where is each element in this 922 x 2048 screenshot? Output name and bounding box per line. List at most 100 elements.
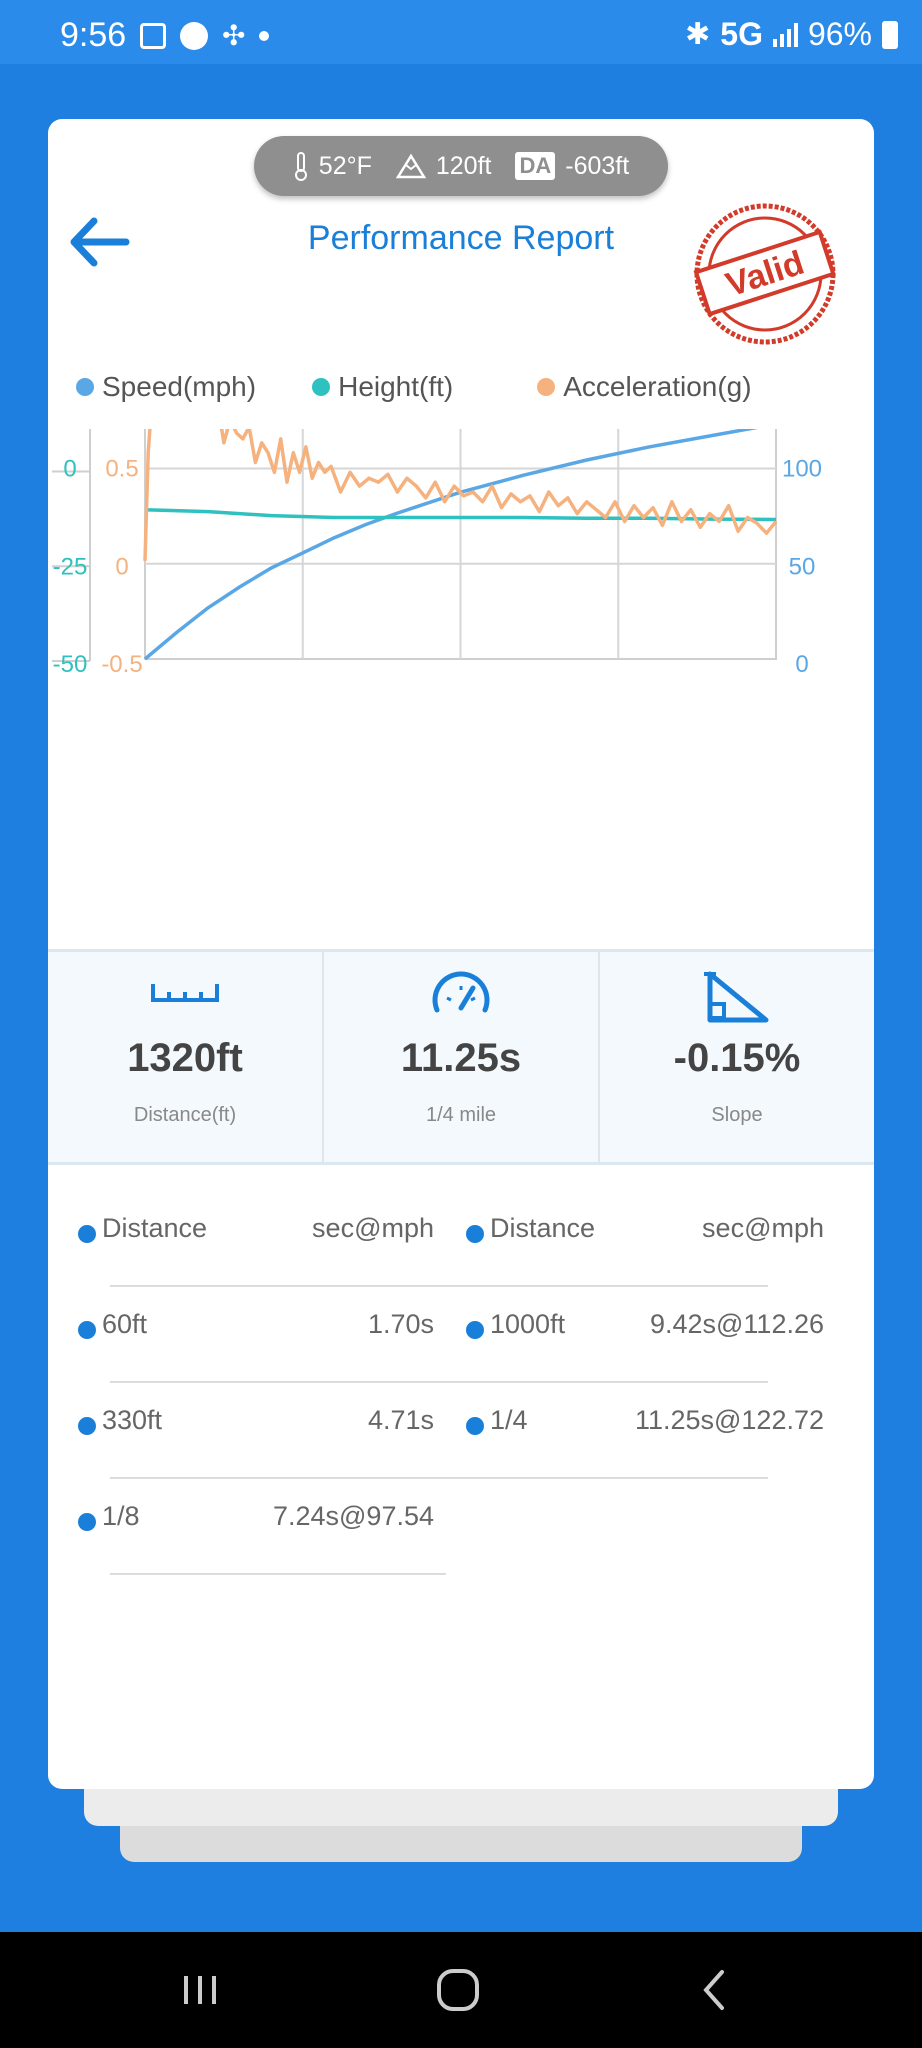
speedometer-icon — [432, 971, 490, 1013]
temperature-value: 52°F — [318, 151, 372, 180]
distance-value: 1320ft — [127, 1036, 243, 1080]
quarter-mile-label: 1/4 mile — [425, 1104, 497, 1126]
stat-slope: -0.15% Slope — [598, 952, 874, 1162]
battery-percent: 96% — [807, 16, 872, 52]
split-dot — [466, 1321, 484, 1339]
split-label: 1000ft — [490, 1309, 566, 1339]
split-row: 1/4 11.25s@122.72 — [418, 1381, 824, 1479]
da-icon: DA — [515, 152, 556, 180]
height-tick-label: -25 — [53, 553, 88, 580]
speed-tick-label: 100 — [782, 456, 822, 483]
legend-acceleration: Acceleration(g) — [537, 371, 752, 403]
height-tick-label: 0 — [63, 456, 76, 483]
divider — [418, 1285, 768, 1287]
split-dot — [78, 1225, 96, 1243]
divider — [418, 1477, 768, 1479]
acceleration-tick-label: -0.5 — [101, 651, 142, 678]
distance-label: Distance(ft) — [133, 1104, 237, 1126]
speed-tick-label: 0 — [795, 651, 808, 678]
navigation-bar — [0, 1932, 922, 2048]
stat-quarter-mile: 11.25s 1/4 mile — [322, 952, 598, 1162]
drone-icon: ✣ — [222, 20, 246, 51]
split-value: 11.25s@122.72 — [634, 1405, 824, 1435]
report-card: 52°F 120ft DA -603ft Performance Report … — [48, 119, 874, 1789]
height-series-line — [144, 507, 777, 522]
network-type: 5G — [720, 16, 763, 52]
split-row: Distance sec@mph — [78, 1189, 446, 1287]
height-tick-label: -50 — [53, 651, 88, 678]
split-header-label: Distance — [102, 1213, 208, 1243]
split-value: 7.24s@97.54 — [272, 1501, 434, 1531]
page-title: Performance Report — [307, 219, 615, 257]
legend-height: Height(ft) — [312, 371, 453, 403]
split-row: 1000ft 9.42s@112.26 — [418, 1285, 824, 1383]
density-altitude-value: -603ft — [565, 151, 630, 180]
status-bar: 9:56 ✣ ✱ 5G 96% — [0, 0, 922, 64]
split-row: 60ft 1.70s — [78, 1285, 446, 1383]
recent-apps-button[interactable] — [170, 1962, 230, 2018]
mountain-icon — [395, 153, 426, 179]
app-icon — [180, 22, 208, 50]
gallery-icon — [140, 23, 166, 49]
more-notifications-icon — [259, 31, 270, 41]
signal-icon — [772, 22, 798, 47]
divider — [110, 1477, 446, 1479]
split-dot — [466, 1225, 484, 1243]
legend-height-dot — [312, 378, 331, 396]
status-time: 9:56 — [60, 16, 127, 54]
split-dot — [466, 1417, 484, 1435]
speed-series-line — [143, 429, 759, 661]
legend-acceleration-label: Acceleration(g) — [563, 371, 752, 402]
split-value: 4.71s — [367, 1405, 434, 1435]
divider — [110, 1285, 446, 1287]
split-label: 1/8 — [102, 1501, 140, 1531]
split-column-left: Distance sec@mph 60ft 1.70s 330ft 4.71s 1/8… — [78, 1189, 446, 1575]
acceleration-series-line — [143, 429, 778, 561]
split-header-value: sec@mph — [312, 1213, 434, 1243]
back-button[interactable] — [686, 1962, 746, 2018]
valid-stamp: Valid — [693, 203, 836, 345]
acceleration-tick-label: 0 — [115, 553, 128, 580]
split-value: 1.70s — [367, 1309, 434, 1339]
split-value: 9.42s@112.26 — [649, 1309, 824, 1339]
bluetooth-icon: ✱ — [685, 18, 711, 51]
chart-legend: Speed(mph) Height(ft) Acceleration(g) — [76, 371, 752, 403]
split-row: 1/8 7.24s@97.54 — [78, 1477, 446, 1575]
back-arrow-icon[interactable] — [64, 209, 136, 275]
ruler-icon — [151, 984, 219, 1002]
quarter-mile-value: 11.25s — [400, 1036, 522, 1080]
legend-speed-label: Speed(mph) — [102, 371, 257, 402]
home-button[interactable] — [428, 1962, 488, 2018]
split-dot — [78, 1321, 96, 1339]
split-row: Distance sec@mph — [418, 1189, 824, 1287]
stats-panel: 1320ft Distance(ft) 11.25s 1/4 mile -0.1… — [48, 949, 874, 1165]
split-header-label: Distance — [490, 1213, 596, 1243]
stat-distance: 1320ft Distance(ft) — [48, 952, 322, 1162]
split-dot — [78, 1513, 96, 1531]
speed-tick-label: 50 — [789, 553, 816, 580]
split-label: 330ft — [102, 1405, 163, 1435]
divider — [110, 1381, 446, 1383]
split-label: 60ft — [102, 1309, 148, 1339]
altitude-value: 120ft — [435, 151, 492, 180]
split-header-value: sec@mph — [702, 1213, 824, 1243]
battery-icon — [882, 20, 898, 49]
slope-icon — [704, 971, 769, 1023]
environment-pill: 52°F 120ft DA -603ft — [254, 136, 668, 196]
slope-value: -0.15% — [673, 1036, 801, 1080]
thermometer-icon — [294, 152, 307, 181]
split-row: 330ft 4.71s — [78, 1381, 446, 1479]
legend-speed: Speed(mph) — [76, 371, 256, 403]
divider — [418, 1381, 768, 1383]
legend-acceleration-dot — [537, 378, 556, 396]
split-dot — [78, 1417, 96, 1435]
split-column-right: Distance sec@mph 1000ft 9.42s@112.26 1/4 11… — [418, 1189, 824, 1479]
split-label: 1/4 — [490, 1405, 528, 1435]
acceleration-tick-label: 0.5 — [105, 456, 138, 483]
legend-speed-dot — [76, 378, 94, 396]
slope-label: Slope — [711, 1104, 763, 1126]
notification-icons: ✣ — [140, 20, 270, 51]
legend-height-label: Height(ft) — [338, 371, 454, 402]
divider — [110, 1573, 446, 1575]
